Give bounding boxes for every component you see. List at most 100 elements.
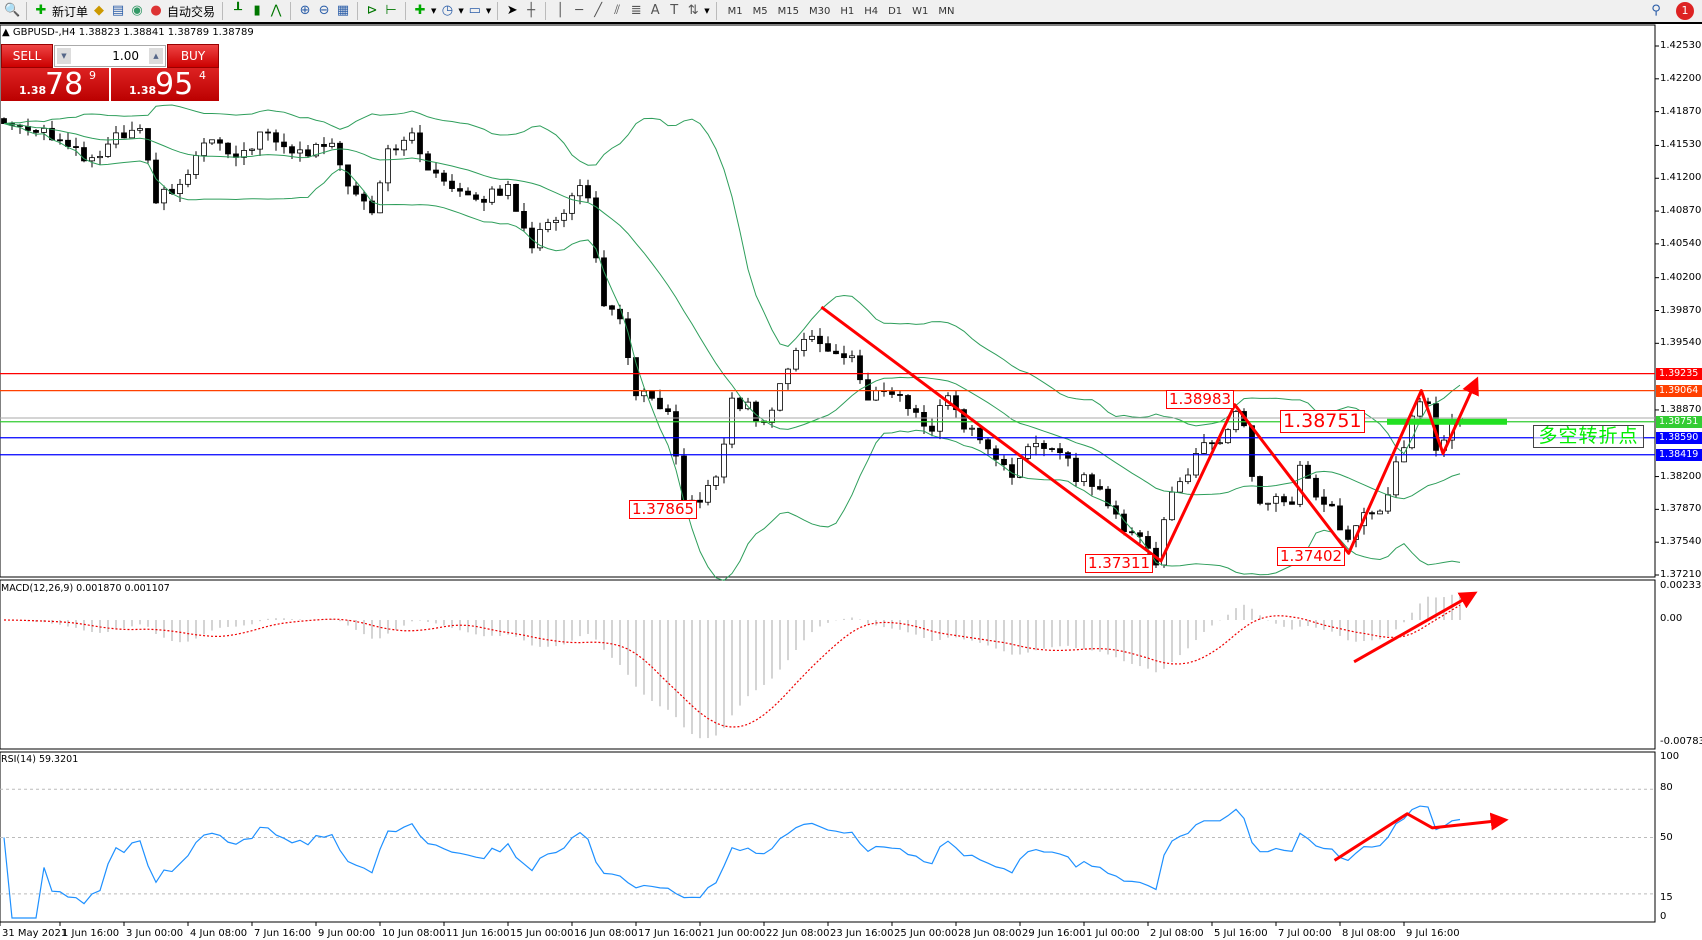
terminal-icon[interactable]: ▤ xyxy=(111,3,125,18)
bearish-candle xyxy=(977,427,983,441)
level-price-tag[interactable]: 1.38419 xyxy=(1656,448,1702,461)
macd-label: MACD(12,26,9) 0.001870 0.001107 xyxy=(1,583,170,594)
trendline-icon[interactable]: ╱ xyxy=(594,3,603,18)
bearish-candle xyxy=(857,355,863,381)
periods-clock-icon[interactable]: ◷ xyxy=(441,3,454,18)
bearish-candle xyxy=(929,425,935,432)
bearish-candle xyxy=(369,200,375,214)
zoom-out-icon[interactable]: ⊖ xyxy=(318,3,330,18)
dropdown-arrow-icon[interactable]: ▼ xyxy=(485,7,492,15)
buy-price[interactable]: 1.38 95 4 xyxy=(111,68,219,101)
candlestick-icon[interactable]: ▮ xyxy=(253,3,261,18)
metaeditor-icon[interactable]: ◆ xyxy=(94,3,105,18)
timeframe-h4[interactable]: H4 xyxy=(864,5,879,17)
bearish-candle xyxy=(1345,529,1351,540)
timeframe-m5[interactable]: M5 xyxy=(752,5,768,17)
level-price-tag[interactable]: 1.39064 xyxy=(1656,384,1702,397)
search-icon[interactable]: ⚲ xyxy=(1651,3,1661,18)
level-price-tag[interactable]: 1.38590 xyxy=(1656,431,1702,444)
bullish-candle xyxy=(385,148,391,184)
sell-price-prefix: 1.38 xyxy=(19,84,47,97)
timeframe-h1[interactable]: H1 xyxy=(840,5,855,17)
rsi-axis-label: 80 xyxy=(1660,782,1673,793)
price-annotation[interactable]: 1.37311 xyxy=(1085,554,1154,573)
auto-trading-button[interactable]: 自动交易 xyxy=(167,4,216,19)
bearish-candle xyxy=(81,147,87,162)
crosshair-icon[interactable]: ┼ xyxy=(527,3,536,18)
timeframe-d1[interactable]: D1 xyxy=(888,5,903,17)
price-axis-label: 1.38870 xyxy=(1660,403,1702,415)
chart-title-text: GBPUSD-,H4 1.38823 1.38841 1.38789 1.387… xyxy=(12,27,254,38)
bearish-candle xyxy=(913,408,919,413)
signals-icon[interactable]: ◉ xyxy=(131,3,143,18)
level-price-tag[interactable]: 1.39235 xyxy=(1656,367,1702,380)
bearish-candle xyxy=(1097,486,1103,490)
collapse-triangle-icon[interactable]: ▲ xyxy=(2,27,13,38)
new-order-button[interactable]: 新订单 xyxy=(52,4,89,19)
text-label-icon[interactable]: T xyxy=(670,3,679,18)
bullish-candle xyxy=(1417,401,1423,417)
equidistant-channel-icon[interactable]: ⫽ xyxy=(614,3,621,18)
price-annotation[interactable]: 1.37402 xyxy=(1277,547,1346,566)
buy-button[interactable]: BUY xyxy=(167,44,219,68)
dropdown-arrow-icon[interactable]: ▼ xyxy=(431,7,437,15)
timeframe-m1[interactable]: M1 xyxy=(727,5,743,17)
timeframe-m15[interactable]: M15 xyxy=(777,5,799,17)
horizontal-line-icon[interactable]: ─ xyxy=(575,3,584,18)
bullish-candle xyxy=(161,188,167,204)
price-annotation[interactable]: 1.37865 xyxy=(629,500,698,519)
chart-shift-icon[interactable]: ⊢ xyxy=(385,3,397,18)
zoom-in-icon[interactable]: ⊕ xyxy=(299,3,311,18)
line-chart-icon[interactable]: ⋀ xyxy=(270,3,282,18)
toolbar: 🔍 ✚ 新订单 ◆ ▤ ◉ ● 自动交易 ┸ ▮ ⋀ ⊕ ⊖ ▦ ⊳ ⊢ ✚ ▼ ◷ ▼… xyxy=(0,0,1702,24)
bull-bear-turning-point-label[interactable]: 多空转折点 xyxy=(1533,425,1644,448)
price-annotation[interactable]: 1.38983 xyxy=(1166,390,1235,409)
dropdown-arrow-icon[interactable]: ▼ xyxy=(704,7,710,15)
text-icon[interactable]: A xyxy=(650,3,660,18)
level-price-tag[interactable]: 1.38751 xyxy=(1656,415,1702,428)
cursor-icon[interactable]: ➤ xyxy=(506,3,518,18)
buy-price-fraction: 4 xyxy=(199,69,206,82)
bollinger-middle-band xyxy=(3,123,1461,500)
tile-windows-icon[interactable]: ▦ xyxy=(336,3,350,18)
fibonacci-icon[interactable]: ≣ xyxy=(630,3,642,18)
indicators-icon[interactable]: ✚ xyxy=(414,3,426,18)
bearish-candle xyxy=(897,394,903,396)
price-axis-label: 1.39870 xyxy=(1660,304,1702,316)
bearish-candle xyxy=(321,144,327,147)
timeframe-w1[interactable]: W1 xyxy=(912,5,929,17)
bullish-candle xyxy=(553,219,559,223)
increase-lot-button[interactable]: ▲ xyxy=(149,48,163,64)
bullish-candle xyxy=(713,476,719,486)
date-axis-label: 2 Jul 08:00 xyxy=(1150,928,1204,939)
bearish-candle xyxy=(457,188,463,192)
search-icon[interactable]: 🔍 xyxy=(4,3,21,18)
bearish-candle xyxy=(521,210,527,229)
bearish-candle xyxy=(1313,477,1319,498)
bearish-candle xyxy=(1329,503,1335,507)
price-axis-label: 1.41870 xyxy=(1660,105,1702,117)
templates-icon[interactable]: ▭ xyxy=(468,3,481,18)
bearish-candle xyxy=(433,169,439,174)
autoscroll-icon[interactable]: ⊳ xyxy=(366,3,378,18)
bullish-candle xyxy=(89,157,95,162)
bearish-candle xyxy=(601,257,607,307)
price-annotation[interactable]: 1.38751 xyxy=(1280,410,1365,433)
notification-badge[interactable]: 1 xyxy=(1676,2,1694,20)
bearish-candle xyxy=(393,148,399,151)
decrease-lot-button[interactable]: ▼ xyxy=(57,48,71,64)
bearish-candle xyxy=(1209,442,1215,445)
vertical-line-icon[interactable]: │ xyxy=(556,3,565,18)
macd-axis-label: 0.002332 xyxy=(1660,580,1702,591)
dropdown-arrow-icon[interactable]: ▼ xyxy=(458,7,464,15)
trend-arrow xyxy=(820,305,1479,563)
lot-size-input[interactable]: ▼ 1.00 ▲ xyxy=(54,45,166,67)
timeframe-m30[interactable]: M30 xyxy=(808,5,831,17)
sell-price[interactable]: 1.38 78 9 xyxy=(1,68,109,101)
arrows-icon[interactable]: ⇅ xyxy=(687,3,699,18)
sell-button[interactable]: SELL xyxy=(1,44,53,68)
bar-chart-icon[interactable]: ┸ xyxy=(234,3,242,18)
lot-value[interactable]: 1.00 xyxy=(112,49,139,63)
timeframe-mn[interactable]: MN xyxy=(938,5,955,17)
